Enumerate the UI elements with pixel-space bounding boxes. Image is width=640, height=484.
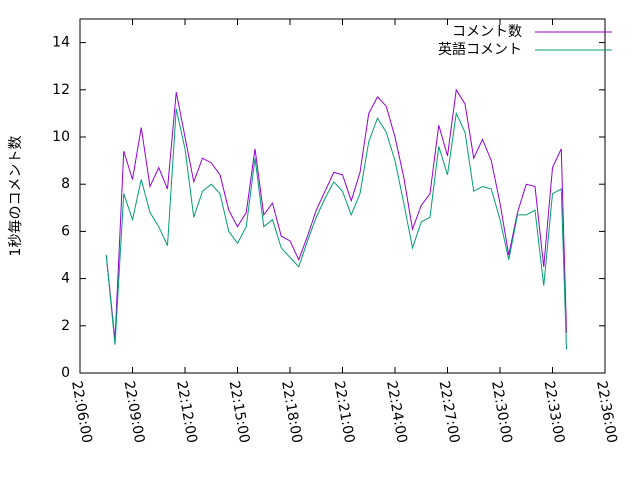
legend-label: 英語コメント — [438, 41, 522, 58]
y-tick-label: 4 — [61, 271, 70, 287]
series-line — [105, 108, 567, 350]
y-tick-label: 2 — [61, 318, 70, 334]
y-tick-label: 6 — [61, 223, 70, 239]
y-tick-label: 8 — [61, 176, 70, 192]
y-tick-label: 12 — [52, 82, 70, 98]
x-tick-label: 22:18:00 — [278, 380, 305, 445]
x-tick-label: 22:21:00 — [331, 380, 358, 445]
y-tick-label: 14 — [52, 35, 70, 51]
series-line — [105, 88, 567, 341]
x-tick-label: 22:30:00 — [488, 380, 515, 445]
y-tick-label: 10 — [52, 129, 70, 145]
x-tick-label: 22:06:00 — [68, 380, 95, 445]
x-tick-label: 22:24:00 — [383, 380, 410, 445]
legend-label: コメント数 — [452, 24, 522, 40]
x-tick-label: 22:12:00 — [173, 380, 200, 445]
x-tick-label: 22:33:00 — [541, 380, 568, 445]
y-axis-label: 1秒毎のコメント数 — [8, 136, 24, 257]
x-tick-label: 22:27:00 — [436, 380, 463, 445]
x-tick-label: 22:09:00 — [121, 380, 148, 445]
y-tick-label: 0 — [61, 365, 70, 381]
x-tick-label: 22:15:00 — [226, 380, 253, 445]
x-tick-label: 22:36:00 — [593, 380, 620, 445]
plot-frame — [79, 18, 606, 374]
